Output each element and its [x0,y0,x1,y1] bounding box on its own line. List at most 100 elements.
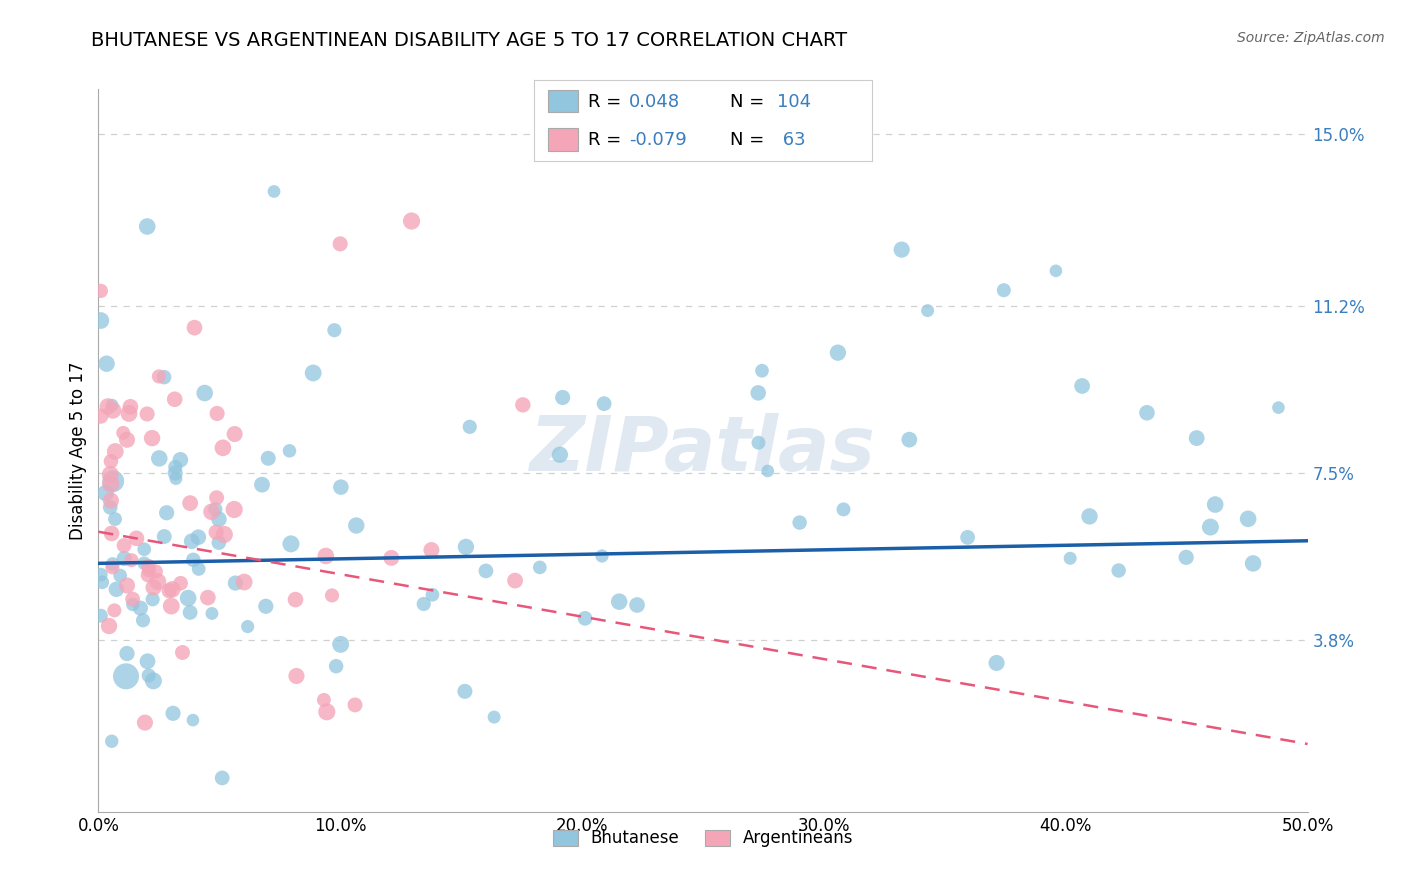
Point [169,452,191,467]
Point [134,715,156,730]
Point [141,431,163,445]
Point [315,705,337,719]
Point [197,591,219,605]
Point [97,400,120,414]
Text: N =: N = [730,131,770,149]
Point [1199,520,1222,534]
Point [1185,431,1208,445]
Point [90,313,112,327]
Point [132,613,155,627]
Point [101,398,124,412]
Point [551,391,574,405]
Text: R =: R = [588,131,627,149]
Point [1175,550,1198,565]
Point [115,433,138,447]
Point [183,320,205,334]
Point [101,557,124,571]
Point [280,537,302,551]
Point [257,451,280,466]
Point [250,477,273,491]
Point [125,532,148,546]
Text: BHUTANESE VS ARGENTINEAN DISABILITY AGE 5 TO 17 CORRELATION CHART: BHUTANESE VS ARGENTINEAN DISABILITY AGE … [91,31,848,50]
Point [138,559,160,574]
Point [574,611,596,625]
Point [325,659,347,673]
Point [323,323,346,337]
Legend: Bhutanese, Argentineans: Bhutanese, Argentineans [546,822,860,854]
Point [993,283,1015,297]
Point [112,539,135,553]
Point [302,366,325,380]
Point [101,403,124,417]
Point [747,385,769,400]
Text: ZIPatlas: ZIPatlas [530,414,876,487]
Point [98,467,121,482]
Point [208,535,231,549]
Point [211,771,233,785]
Point [105,582,128,597]
Point [187,530,209,544]
Point [142,673,165,688]
Point [183,553,205,567]
Point [162,582,184,597]
Point [136,654,159,668]
Point [121,598,143,612]
Point [101,474,124,488]
Point [482,710,505,724]
Point [91,575,114,590]
Point [789,516,811,530]
Point [343,698,366,712]
Point [204,502,226,516]
Point [827,345,849,359]
Point [100,526,122,541]
Point [956,530,979,544]
Point [529,560,551,574]
Point [145,565,167,579]
Point [751,364,773,378]
Point [148,369,170,384]
Point [121,592,143,607]
Point [157,583,180,598]
Point [315,549,337,563]
Point [263,185,285,199]
Point [454,684,477,698]
Point [205,491,228,505]
Point [412,597,434,611]
Point [115,647,138,661]
Point [898,433,921,447]
Point [890,243,912,257]
Point [205,525,228,540]
Point [747,435,769,450]
Point [194,386,217,401]
Point [201,607,224,621]
Point [454,540,477,554]
Point [233,575,256,590]
Text: N =: N = [730,93,770,111]
Point [142,581,165,595]
Point [90,567,112,582]
Point [104,512,127,526]
Text: 104: 104 [778,93,811,111]
Point [1059,551,1081,566]
Point [90,284,112,298]
Point [165,460,187,475]
Point [134,556,156,570]
Point [153,529,176,543]
Point [96,357,118,371]
Point [212,441,235,455]
Point [180,534,202,549]
Point [153,370,176,384]
Point [1136,406,1159,420]
Point [284,592,307,607]
Point [100,454,122,468]
Point [312,693,335,707]
Point [224,502,246,516]
Point [380,550,402,565]
Point [160,599,183,613]
Point [756,464,779,478]
Point [179,606,201,620]
Point [1078,509,1101,524]
Point [115,578,138,592]
Point [329,236,352,251]
Point [103,603,125,617]
